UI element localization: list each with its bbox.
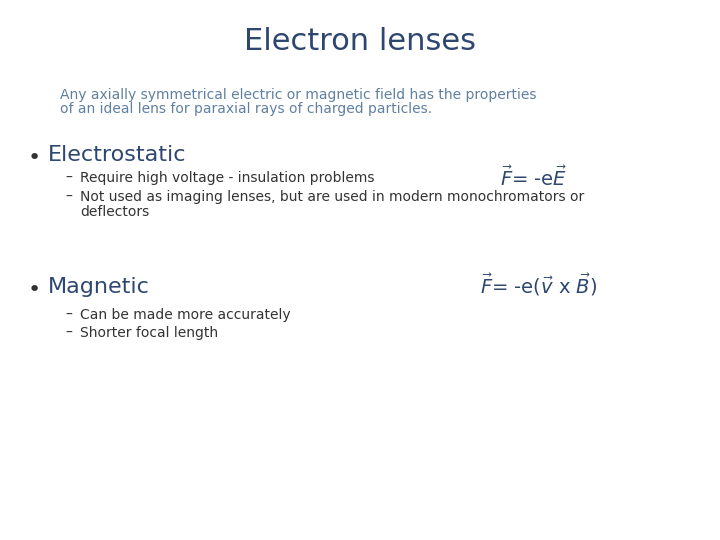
Text: –: – (65, 308, 72, 322)
Text: –: – (65, 171, 72, 185)
Text: –: – (65, 326, 72, 340)
Text: Require high voltage - insulation problems: Require high voltage - insulation proble… (80, 171, 374, 185)
Text: deflectors: deflectors (80, 205, 149, 219)
Text: Electrostatic: Electrostatic (48, 145, 186, 165)
Text: $\vec{F}$= -e($\vec{v}$ x $\vec{B}$): $\vec{F}$= -e($\vec{v}$ x $\vec{B}$) (480, 272, 597, 298)
Text: –: – (65, 190, 72, 204)
Text: $\vec{F}$= -e$\vec{E}$: $\vec{F}$= -e$\vec{E}$ (500, 166, 567, 190)
Text: •: • (28, 280, 41, 300)
Text: Any axially symmetrical electric or magnetic field has the properties: Any axially symmetrical electric or magn… (60, 88, 536, 102)
Text: •: • (28, 148, 41, 168)
Text: Magnetic: Magnetic (48, 277, 150, 297)
Text: Can be made more accurately: Can be made more accurately (80, 308, 291, 322)
Text: Electron lenses: Electron lenses (244, 28, 476, 57)
Text: Not used as imaging lenses, but are used in modern monochromators or: Not used as imaging lenses, but are used… (80, 190, 584, 204)
Text: Shorter focal length: Shorter focal length (80, 326, 218, 340)
Text: of an ideal lens for paraxial rays of charged particles.: of an ideal lens for paraxial rays of ch… (60, 102, 432, 116)
